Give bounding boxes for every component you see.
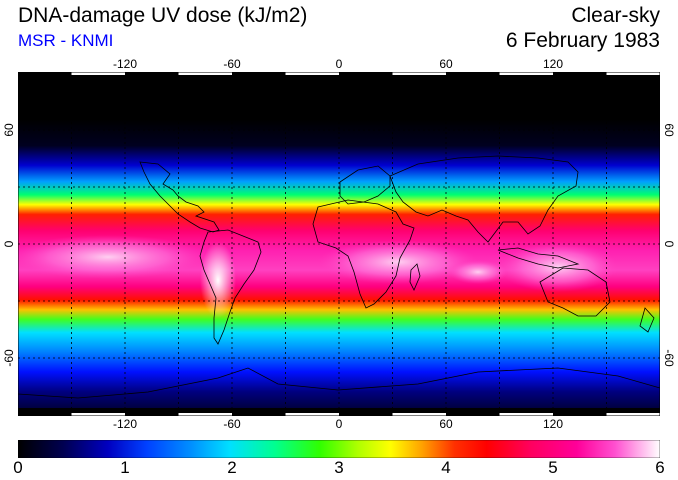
date-label: 6 February 1983: [505, 29, 660, 52]
colorbar-label: 4: [441, 458, 451, 477]
lat-tick-label: 0: [2, 240, 16, 247]
lon-tick-label: 120: [543, 57, 563, 71]
uv-hotspot-australia: [498, 242, 618, 292]
lat-tick-label: 0: [662, 241, 676, 248]
map-title: DNA-damage UV dose (kJ/m2): [18, 4, 308, 27]
coast-europe: [339, 165, 391, 205]
colorbar-label: 3: [334, 458, 344, 477]
coast-africa: [312, 199, 415, 309]
lat-axis-right: 60 0 -60: [662, 123, 676, 367]
sky-type-label: Clear-sky: [571, 4, 660, 27]
lat-axis-left: 60 0 -60: [2, 123, 16, 367]
colorbar-label: 6: [655, 458, 665, 477]
lon-tick-label: 60: [439, 57, 453, 71]
coast-indonesia: [497, 247, 580, 269]
lon-tick-label: 60: [439, 417, 453, 431]
coast-australia: [539, 267, 611, 317]
uv-dose-map: -120 -60 0 60 120: [18, 72, 660, 416]
coast-antarctica: [18, 367, 660, 399]
graticule: [18, 72, 660, 416]
lon-tick-label: 0: [336, 417, 343, 431]
colorbar-label: 1: [120, 458, 130, 477]
coast-asia: [389, 155, 579, 243]
lon-tick-label: -120: [113, 417, 137, 431]
coast-north-america: [139, 161, 220, 233]
coastlines: [18, 155, 660, 399]
lat-tick-label: 60: [662, 123, 676, 137]
lon-tick-label: -60: [223, 417, 241, 431]
uv-hotspot-andes: [200, 242, 236, 318]
uv-hotspot-africa: [318, 240, 478, 284]
lat-tick-label: -60: [2, 349, 16, 367]
lat-tick-label: -60: [662, 349, 676, 367]
colorbar-label: 5: [548, 458, 558, 477]
colorbar: [18, 440, 660, 458]
lon-tick-label: 0: [336, 57, 343, 71]
lon-tick-label: 120: [543, 417, 563, 431]
map-frame: [18, 72, 660, 416]
uv-hotspot-indian: [448, 260, 508, 284]
uv-hotspot-pacific: [18, 235, 208, 279]
lat-tick-label: 60: [2, 123, 16, 137]
lon-axis-top: -120 -60 0 60 120: [113, 57, 563, 71]
data-source-label: MSR - KNMI: [18, 31, 114, 50]
lon-tick-label: -60: [223, 57, 241, 71]
colorbar-label: 2: [227, 458, 237, 477]
coast-new-zealand: [639, 307, 655, 333]
colorbar-label: 0: [13, 458, 23, 477]
coast-madagascar: [409, 263, 421, 291]
lon-tick-label: -120: [113, 57, 137, 71]
coast-south-america: [199, 229, 262, 345]
lon-axis-bottom: -120 -60 0 60 120: [113, 417, 563, 431]
